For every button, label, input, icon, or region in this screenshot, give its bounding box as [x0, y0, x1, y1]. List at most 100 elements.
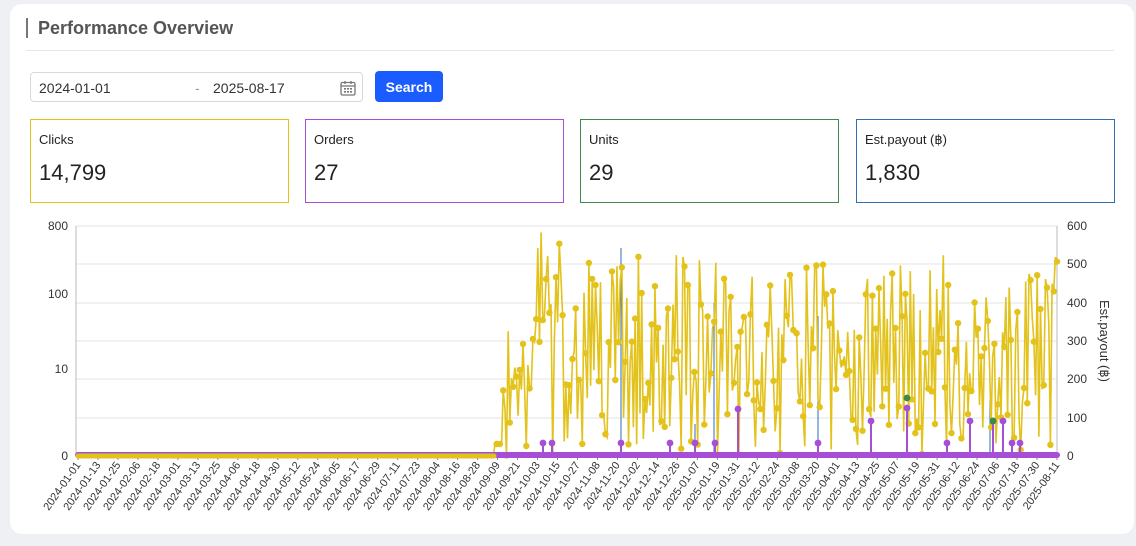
clicks-point — [1004, 411, 1011, 418]
clicks-point — [691, 368, 698, 376]
orders-point — [966, 417, 974, 425]
clicks-point — [529, 335, 537, 343]
clicks-point — [945, 281, 952, 289]
clicks-point — [542, 275, 550, 283]
clicks-point — [654, 324, 662, 331]
clicks-point — [625, 441, 632, 448]
clicks-point — [579, 440, 586, 448]
clicks-point — [1007, 336, 1015, 344]
clicks-point — [869, 292, 876, 299]
clicks-point — [760, 426, 767, 434]
clicks-point — [875, 284, 883, 292]
clicks-point — [513, 373, 520, 380]
clicks-point — [628, 338, 635, 345]
clicks-point — [935, 348, 942, 356]
stat-label: Clicks — [39, 132, 74, 147]
clicks-point — [786, 271, 794, 279]
stat-label: Orders — [314, 132, 354, 147]
clicks-point — [921, 349, 929, 356]
clicks-point — [684, 281, 691, 289]
stat-value: 1,830 — [865, 160, 921, 185]
clicks-point — [882, 385, 889, 392]
orders-point — [666, 439, 674, 447]
clicks-point — [523, 442, 530, 450]
clicks-point — [783, 312, 790, 319]
clicks-point — [720, 275, 728, 282]
clicks-point — [533, 315, 540, 323]
clicks-point — [793, 330, 800, 337]
search-button[interactable]: Search — [375, 71, 443, 102]
clicks-point — [671, 356, 678, 363]
clicks-point — [701, 421, 708, 428]
clicks-point — [668, 374, 675, 382]
y-left-tick-label: 800 — [48, 219, 68, 233]
clicks-point — [773, 405, 780, 412]
clicks-point — [674, 348, 682, 355]
clicks-point — [819, 261, 827, 268]
clicks-point — [711, 318, 718, 325]
clicks-point — [651, 283, 659, 290]
clicks-point — [641, 395, 649, 403]
clicks-point — [592, 281, 599, 289]
end-date-input[interactable]: 2025-08-17 — [213, 80, 285, 96]
y-right-tick-label: 500 — [1067, 257, 1087, 271]
orders-point — [734, 405, 742, 413]
clicks-point — [931, 420, 939, 428]
y-right-tick-label: 600 — [1067, 219, 1087, 233]
clicks-point — [575, 376, 583, 383]
clicks-point — [912, 429, 919, 437]
clicks-point — [800, 413, 807, 420]
stat-label: Units — [589, 132, 619, 147]
clicks-point — [730, 379, 738, 387]
orders-point — [691, 439, 699, 447]
clicks-point — [796, 398, 804, 405]
y-left-tick-label: 0 — [61, 449, 68, 463]
clicks-point — [846, 367, 853, 375]
stat-value: 14,799 — [39, 160, 107, 185]
clicks-point — [1014, 308, 1021, 316]
stat-value: 27 — [314, 160, 339, 185]
clicks-point — [661, 423, 668, 431]
clicks-point — [941, 384, 949, 391]
clicks-point — [612, 376, 619, 384]
clicks-point — [856, 334, 863, 341]
y-right-tick-label: 400 — [1067, 296, 1087, 310]
clicks-point — [836, 347, 843, 354]
clicks-point — [849, 416, 856, 424]
clicks-point — [727, 293, 734, 301]
clicks-point — [506, 419, 513, 426]
clicks-point — [681, 263, 688, 270]
calendar-icon[interactable] — [339, 79, 357, 97]
orders-point — [943, 439, 951, 447]
clicks-point — [994, 401, 1001, 408]
clicks-point — [915, 424, 922, 431]
clicks-point — [743, 390, 751, 398]
clicks-point — [1001, 343, 1008, 351]
start-date-input[interactable]: 2024-01-01 — [39, 80, 111, 96]
clicks-point — [968, 387, 975, 395]
orders-point — [1016, 439, 1024, 447]
clicks-point — [816, 403, 823, 411]
clicks-point — [618, 264, 626, 271]
clicks-point — [1010, 434, 1018, 441]
stat-label: Est.payout (฿) — [865, 132, 947, 147]
clicks-point — [809, 345, 817, 352]
y-right-tick-label: 0 — [1067, 449, 1074, 463]
orders-point — [903, 404, 911, 412]
date-range-picker[interactable]: 2024-01-01 - 2025-08-17 — [30, 72, 363, 102]
clicks-point — [664, 305, 672, 312]
clicks-point — [734, 343, 741, 351]
clicks-point — [964, 410, 972, 418]
stat-card-clicks: Clicks 14,799 — [30, 119, 289, 203]
y-right-tick-label: 100 — [1067, 411, 1087, 425]
clicks-point — [645, 379, 652, 386]
clicks-point — [859, 427, 866, 434]
clicks-point — [622, 358, 629, 366]
stat-card-payout: Est.payout (฿) 1,830 — [856, 119, 1115, 203]
clicks-point — [991, 340, 998, 347]
clicks-point — [724, 411, 731, 418]
clicks-point — [605, 338, 612, 346]
clicks-point — [559, 312, 566, 319]
clicks-point — [602, 431, 609, 438]
